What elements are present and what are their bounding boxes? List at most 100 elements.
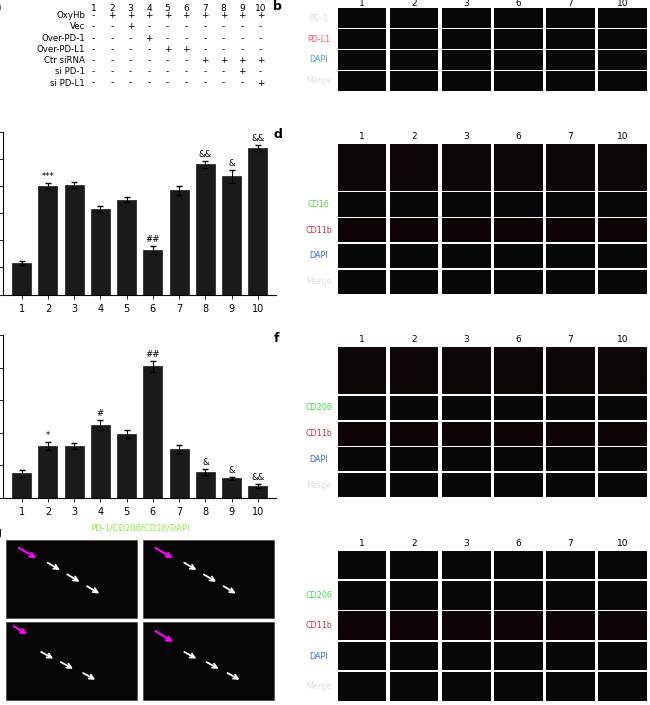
Bar xyxy=(494,8,543,28)
Text: DAPI: DAPI xyxy=(309,455,328,464)
Text: -: - xyxy=(129,68,132,76)
Text: -: - xyxy=(222,68,225,76)
Text: -: - xyxy=(166,68,169,76)
Bar xyxy=(442,473,491,497)
Text: -: - xyxy=(240,23,244,32)
Bar xyxy=(248,486,267,498)
Bar xyxy=(248,148,267,295)
Text: 6: 6 xyxy=(515,0,521,8)
Bar xyxy=(337,270,386,294)
Bar xyxy=(12,263,31,295)
Bar xyxy=(337,672,386,701)
Bar xyxy=(546,144,595,191)
Text: +: + xyxy=(146,34,153,43)
Bar xyxy=(598,192,647,216)
Text: -: - xyxy=(148,56,151,65)
Text: -: - xyxy=(240,45,244,54)
Bar xyxy=(442,422,491,446)
Text: +: + xyxy=(183,45,190,54)
Bar xyxy=(442,50,491,70)
Bar xyxy=(91,209,110,295)
Text: -: - xyxy=(166,56,169,65)
Text: CD16: CD16 xyxy=(307,200,330,209)
Text: -: - xyxy=(129,34,132,43)
Bar xyxy=(546,473,595,497)
Text: si PD-L1: si PD-L1 xyxy=(51,79,85,87)
Bar xyxy=(390,270,439,294)
Text: Merge: Merge xyxy=(306,682,331,691)
Text: 2: 2 xyxy=(109,4,115,13)
Text: -: - xyxy=(259,68,262,76)
Text: -: - xyxy=(148,45,151,54)
Bar xyxy=(442,192,491,216)
Text: 7: 7 xyxy=(567,132,573,141)
Text: 2: 2 xyxy=(411,539,417,548)
Text: 10: 10 xyxy=(617,335,629,344)
Bar xyxy=(546,611,595,640)
Bar xyxy=(390,473,439,497)
Text: -: - xyxy=(166,23,169,32)
Bar xyxy=(494,192,543,216)
Text: -: - xyxy=(111,56,114,65)
Text: 1: 1 xyxy=(359,0,365,8)
Bar xyxy=(117,434,136,498)
Bar xyxy=(546,270,595,294)
Bar xyxy=(337,144,386,191)
Text: -: - xyxy=(185,68,188,76)
Bar xyxy=(442,396,491,420)
Text: -: - xyxy=(185,79,188,87)
Text: -: - xyxy=(259,23,262,32)
Text: +: + xyxy=(127,11,135,20)
Bar xyxy=(598,422,647,446)
Bar xyxy=(598,29,647,49)
Text: +: + xyxy=(257,56,265,65)
Text: +: + xyxy=(164,45,172,54)
Bar xyxy=(494,70,543,91)
Text: 1: 1 xyxy=(90,4,96,13)
Text: ***: *** xyxy=(42,172,54,181)
Bar xyxy=(337,70,386,91)
Text: 3: 3 xyxy=(463,539,469,548)
Bar xyxy=(494,396,543,420)
Bar xyxy=(337,8,386,28)
Bar xyxy=(546,192,595,216)
Bar xyxy=(337,448,386,472)
Bar xyxy=(337,611,386,640)
Text: +: + xyxy=(164,11,172,20)
Bar xyxy=(598,50,647,70)
Bar xyxy=(442,672,491,701)
Text: b: b xyxy=(274,0,282,13)
Text: Ctr siRNA: Ctr siRNA xyxy=(44,56,85,65)
Bar xyxy=(598,581,647,610)
Text: -: - xyxy=(111,45,114,54)
Bar xyxy=(494,642,543,670)
Bar xyxy=(91,425,110,498)
Bar xyxy=(598,473,647,497)
Bar xyxy=(196,472,215,498)
Text: Over-PD-L1: Over-PD-L1 xyxy=(36,45,85,54)
Text: PD-1/CD206/CD16/DAPI: PD-1/CD206/CD16/DAPI xyxy=(90,523,190,532)
Bar xyxy=(390,8,439,28)
Text: 6: 6 xyxy=(515,539,521,548)
Text: 6: 6 xyxy=(515,335,521,344)
Bar xyxy=(390,244,439,268)
Text: -: - xyxy=(111,23,114,32)
Bar xyxy=(337,29,386,49)
Bar xyxy=(598,8,647,28)
Bar xyxy=(598,672,647,701)
Text: Over-PD-1: Over-PD-1 xyxy=(42,34,85,43)
Text: -: - xyxy=(203,68,207,76)
Text: -: - xyxy=(92,68,95,76)
Bar xyxy=(390,581,439,610)
Bar xyxy=(390,144,439,191)
Bar xyxy=(598,551,647,580)
Bar xyxy=(390,611,439,640)
Text: 7: 7 xyxy=(567,539,573,548)
Bar xyxy=(546,672,595,701)
Bar xyxy=(546,348,595,394)
Text: Merge: Merge xyxy=(306,481,331,490)
Bar xyxy=(6,540,137,618)
Bar xyxy=(494,50,543,70)
Text: -: - xyxy=(92,56,95,65)
Bar xyxy=(598,270,647,294)
